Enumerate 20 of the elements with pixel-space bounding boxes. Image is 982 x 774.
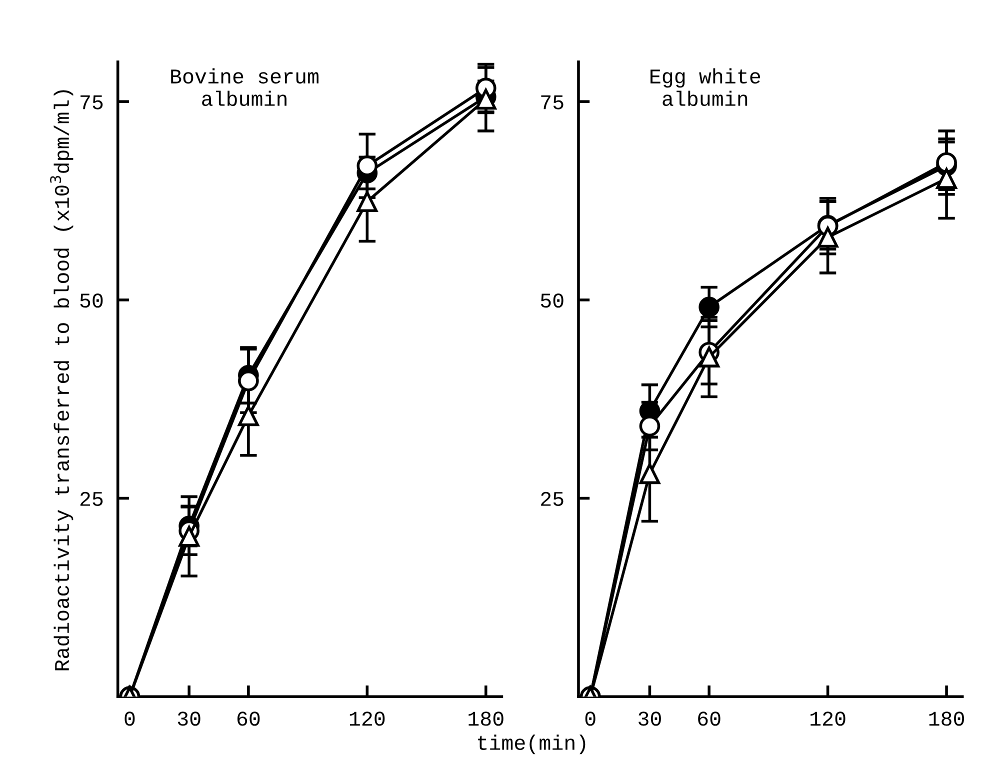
text: Bovine serum albumin xyxy=(171,68,318,106)
x-tick-label: 0 xyxy=(124,712,135,726)
x-tick-label: 180 xyxy=(929,712,964,726)
x-axis-title: time(min) xyxy=(478,734,586,754)
y-tick-label: 50 xyxy=(540,294,564,308)
x-tick-label: 120 xyxy=(350,712,385,726)
x-tick-label: 60 xyxy=(237,712,260,726)
x-tick-label: 60 xyxy=(698,712,720,726)
text: Egg white albumin xyxy=(650,68,760,106)
y-tick-label: 25 xyxy=(541,492,564,506)
x-tick-label: 120 xyxy=(810,712,846,726)
x-tick-label: 30 xyxy=(638,712,661,726)
x-tick-label: 30 xyxy=(178,712,200,726)
x-tick-label: 0 xyxy=(585,712,596,726)
y-tick-label: 75 xyxy=(541,95,564,110)
y-tick-label: 50 xyxy=(80,294,103,308)
y-axis-title: Radioactivity transferred to blood (x10$^{3}$dpm/ml) xyxy=(50,90,74,670)
x-tick-label: 180 xyxy=(468,712,504,726)
y-tick-label: 25 xyxy=(80,492,103,506)
y-tick-label: 75 xyxy=(80,95,103,110)
